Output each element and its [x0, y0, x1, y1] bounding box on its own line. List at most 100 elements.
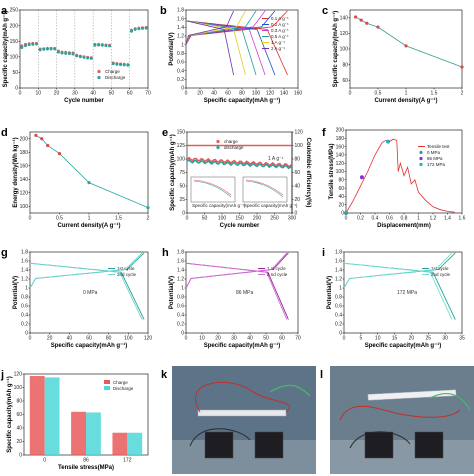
y-tick-label: 0 [182, 211, 185, 217]
x-tick-label: 0.6 [386, 216, 393, 222]
bar-discharge [44, 377, 60, 455]
x-tick-label: 70 [145, 91, 151, 97]
bar-charge [29, 376, 45, 455]
legend-swatch [216, 145, 220, 150]
y2-tick-label: 20 [295, 197, 301, 203]
y-tick-label: 180 [336, 136, 345, 142]
x-tick-label: 200 [253, 216, 262, 222]
data-point [46, 143, 50, 148]
x-tick-label: 40 [67, 336, 73, 342]
x-tick-label: 0.5 [56, 216, 63, 222]
x-tick-label: 0 [29, 336, 32, 342]
point-discharge [64, 51, 68, 55]
inset-curve [245, 180, 284, 198]
y-tick-label: 80 [342, 62, 348, 68]
y-tick-label: 40 [16, 426, 22, 432]
legend-entry: 86 MPa [427, 156, 443, 161]
inset-axis-label: Specific capacity(mAh g⁻¹) [192, 203, 246, 208]
y-tick-label: 1.6 [177, 259, 184, 265]
pressure-annotation: 86 MPa [236, 290, 253, 296]
discharge-curve [29, 262, 143, 320]
x-tick-label: 15 [392, 336, 398, 342]
x-tick-label: 0 [343, 336, 346, 342]
point-discharge [82, 55, 86, 59]
y-tick-label: 140 [336, 153, 345, 159]
x-tick-label: 80 [106, 336, 112, 342]
y-axis-label: Specific capacity(mAh g⁻¹) [2, 11, 9, 88]
y-tick-label: 1.8 [21, 250, 28, 256]
point-discharge [144, 26, 148, 30]
panel-label-e: e [162, 127, 168, 139]
point-discharge [111, 62, 115, 66]
panel-c: c 0 0.5 1 1.5 2 60 80 100 120 140 Current density(A… [322, 5, 464, 104]
series-discharge [186, 158, 293, 170]
y-tick-label: 40 [338, 194, 344, 200]
legend-swatch [104, 386, 110, 390]
x-tick-label: 25 [426, 336, 432, 342]
y-tick-label: 1.8 [335, 250, 342, 256]
photo-l-battery-left [364, 431, 394, 459]
legend-swatch [419, 150, 423, 155]
photo-k-wire-red [194, 381, 290, 413]
point-discharge [108, 44, 112, 48]
y-axis-label: Tensile stress(MPa) [329, 144, 335, 200]
y-tick-label: 200 [20, 136, 29, 142]
panel-label-k: k [161, 369, 168, 381]
photo-k-battery-left [204, 431, 234, 459]
legend-entry: 172 MPa [427, 162, 446, 167]
y-tick-label: 0.6 [177, 60, 184, 66]
point-discharge [38, 48, 42, 52]
x-tick-label: 0.4 [372, 216, 379, 222]
panel-i: i 0 5 10 15 20 25 30 35 0 0.2 0.4 0.6 0.8 1 1.2 1.4 1.6 1.… [322, 247, 465, 349]
x-tick-label: 60 [127, 91, 133, 97]
x-tick-label: 0 [349, 91, 352, 97]
x-tick-label: 70 [295, 336, 301, 342]
category-label: 0 [43, 458, 46, 464]
y2-tick-label: 80 [295, 157, 301, 163]
tensile-curve [345, 138, 455, 214]
legend-entry: 2 A g⁻¹ [271, 46, 285, 51]
x-tick-label: 10 [36, 91, 42, 97]
y-tick-label: 25 [179, 197, 185, 203]
x-tick-label: 0 [345, 216, 348, 222]
legend-entry: 2nd cycle [431, 272, 451, 277]
y2-tick-label: 100 [295, 143, 304, 149]
series-line [35, 135, 149, 208]
charge-curve [185, 10, 246, 45]
pressure-annotation: 172 MPa [397, 290, 417, 296]
panel-g: g 0 20 40 60 80 100 120 0 0.2 0.4 0.6 0.8 1 1.2 1.4 1.6 1… [1, 247, 152, 349]
point-discharge [119, 63, 123, 67]
legend-swatch [419, 156, 423, 161]
y2-tick-label: 0 [295, 211, 298, 217]
inset-curve [245, 179, 284, 196]
legend-entry: 2nd cycle [117, 272, 137, 277]
charge-curve [29, 252, 143, 289]
point-discharge [67, 52, 71, 56]
y-tick-label: 200 [10, 23, 19, 29]
x-tick-label: 300 [288, 216, 297, 222]
x-tick-label: 1.2 [430, 216, 437, 222]
charge-curve [185, 10, 234, 45]
x-tick-label: 100 [252, 91, 261, 97]
data-point [146, 206, 150, 210]
x-axis-label: Cycle number [220, 223, 260, 229]
y-tick-label: 250 [10, 8, 19, 14]
x-tick-label: 40 [90, 91, 96, 97]
point-discharge [45, 47, 49, 51]
y-axis-label: Energy density(Wh kg⁻¹) [12, 137, 19, 207]
legend-entry: 1 A g⁻¹ [271, 40, 285, 45]
point-discharge [141, 26, 145, 30]
stress-marker [386, 139, 391, 144]
x-tick-label: 150 [235, 216, 244, 222]
y-tick-label: 200 [336, 128, 345, 134]
legend-entry: charge [224, 139, 238, 144]
charge-curve [185, 252, 288, 289]
panel-label-i: i [322, 247, 325, 259]
x-tick-label: 1.5 [115, 216, 122, 222]
x-tick-label: 1.5 [431, 91, 438, 97]
x-tick-label: 30 [231, 336, 237, 342]
photo-l-wire-red [339, 405, 461, 421]
legend-entry: 0.3 A g⁻¹ [271, 28, 289, 33]
legend-swatch [216, 139, 220, 144]
y-tick-label: 100 [336, 169, 345, 175]
